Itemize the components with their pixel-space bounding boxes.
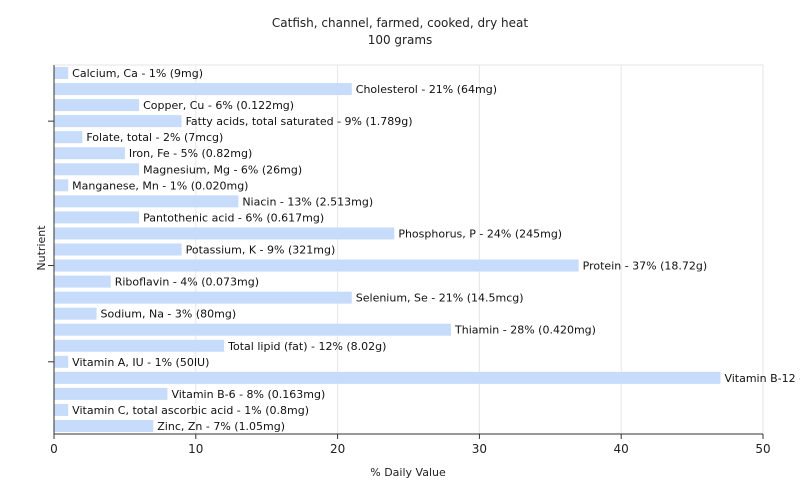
bar-label-10: Pantothenic acid - 6% (0.617mg) <box>143 211 324 224</box>
bar-label-3: Copper, Cu - 6% (0.122mg) <box>143 99 294 112</box>
grid-lines <box>54 64 764 434</box>
x-axis-label: % Daily Value <box>370 466 446 479</box>
y-axis-label: Nutrient <box>35 225 48 271</box>
bar-label-5: Folate, total - 2% (7mcg) <box>86 131 223 144</box>
bar-1[interactable] <box>54 67 69 80</box>
bar-21[interactable] <box>54 387 168 400</box>
bar-label-15: Selenium, Se - 21% (14.5mcg) <box>356 292 524 305</box>
bars-group <box>54 67 721 432</box>
bar-label-19: Vitamin A, IU - 1% (50IU) <box>72 356 209 369</box>
chart-title: Catfish, channel, farmed, cooked, dry he… <box>272 16 528 30</box>
bar-23[interactable] <box>54 419 154 432</box>
x-tick-label-40: 40 <box>614 442 629 456</box>
bar-2[interactable] <box>54 83 352 96</box>
bar-label-7: Magnesium, Mg - 6% (26mg) <box>143 163 302 176</box>
bar-15[interactable] <box>54 291 352 304</box>
bar-13[interactable] <box>54 259 579 272</box>
bar-3[interactable] <box>54 99 140 112</box>
bar-label-17: Thiamin - 28% (0.420mg) <box>454 324 596 337</box>
bar-16[interactable] <box>54 307 97 320</box>
bar-20[interactable] <box>54 371 721 384</box>
x-tick-label-30: 30 <box>472 442 487 456</box>
bar-19[interactable] <box>54 355 69 368</box>
bar-label-14: Riboflavin - 4% (0.073mg) <box>115 276 259 289</box>
x-tick-label-50: 50 <box>755 442 770 456</box>
bar-9[interactable] <box>54 195 239 208</box>
bar-5[interactable] <box>54 131 83 144</box>
bar-8[interactable] <box>54 179 69 192</box>
bar-7[interactable] <box>54 163 140 176</box>
bar-6[interactable] <box>54 147 125 160</box>
bar-label-12: Potassium, K - 9% (321mg) <box>186 244 336 257</box>
bar-label-11: Phosphorus, P - 24% (245mg) <box>398 227 562 240</box>
bar-18[interactable] <box>54 339 225 352</box>
bar-14[interactable] <box>54 275 111 288</box>
bar-10[interactable] <box>54 211 140 224</box>
bar-label-6: Iron, Fe - 5% (0.82mg) <box>129 147 252 160</box>
bar-label-4: Fatty acids, total saturated - 9% (1.789… <box>186 115 413 128</box>
bar-label-21: Vitamin B-6 - 8% (0.163mg) <box>171 388 325 401</box>
bar-22[interactable] <box>54 403 69 416</box>
bar-11[interactable] <box>54 227 395 240</box>
axes <box>48 65 763 435</box>
bar-label-1: Calcium, Ca - 1% (9mg) <box>72 67 203 80</box>
bar-label-18: Total lipid (fat) - 12% (8.02g) <box>227 340 386 353</box>
bar-label-22: Vitamin C, total ascorbic acid - 1% (0.8… <box>72 404 309 417</box>
bar-label-8: Manganese, Mn - 1% (0.020mg) <box>72 179 248 192</box>
bar-12[interactable] <box>54 243 182 256</box>
bar-label-2: Cholesterol - 21% (64mg) <box>356 83 497 96</box>
bar-17[interactable] <box>54 323 452 336</box>
bar-label-9: Niacin - 13% (2.513mg) <box>242 195 373 208</box>
bar-label-23: Zinc, Zn - 7% (1.05mg) <box>157 420 285 433</box>
x-tick-label-10: 10 <box>188 442 203 456</box>
bar-label-13: Protein - 37% (18.72g) <box>583 260 708 273</box>
bar-label-16: Sodium, Na - 3% (80mg) <box>101 308 237 321</box>
x-tick-label-0: 0 <box>50 442 58 456</box>
x-tick-label-20: 20 <box>330 442 345 456</box>
bar-4[interactable] <box>54 115 182 128</box>
chart-subtitle: 100 grams <box>368 33 433 47</box>
bar-label-20: Vitamin B-12 - 47% (2.80mcg) <box>724 372 800 385</box>
bar-labels-group: Calcium, Ca - 1% (9mg) Cholesterol - 21% … <box>72 67 800 433</box>
x-axis-ticks: 0 10 20 30 40 50 <box>50 434 771 456</box>
